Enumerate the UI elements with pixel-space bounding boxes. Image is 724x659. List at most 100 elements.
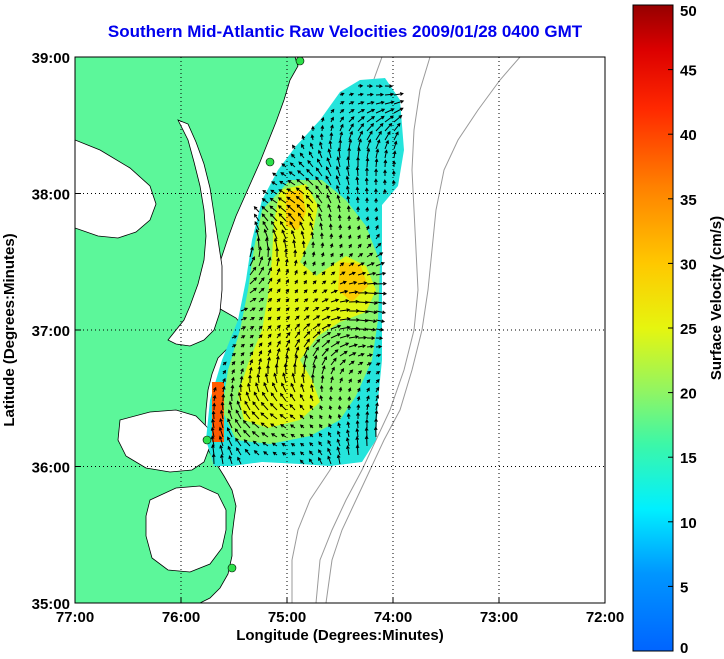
velocity-arrow <box>258 307 264 312</box>
velocity-arrow <box>270 392 278 402</box>
velocity-arrow <box>249 307 256 312</box>
velocity-arrow <box>348 252 354 258</box>
radar-station-marker <box>227 563 237 573</box>
y-axis: 39:00 38:00 37:00 36:00 35:00 <box>32 50 81 613</box>
velocity-arrow <box>258 342 263 348</box>
velocity-arrow <box>309 221 314 231</box>
velocity-arrow <box>301 143 305 150</box>
velocity-arrow <box>310 231 315 240</box>
x-tick-label: 75:00 <box>268 609 306 626</box>
velocity-arrow <box>249 266 257 276</box>
velocity-arrow <box>330 316 342 321</box>
velocity-arrow <box>339 116 344 123</box>
velocity-arrow <box>330 324 342 330</box>
velocity-arrow <box>336 194 341 204</box>
velocity-arrow <box>302 363 307 375</box>
velocity-arrow <box>330 124 334 132</box>
velocity-arrow <box>356 403 361 411</box>
velocity-arrow <box>299 404 305 411</box>
velocity-arrow <box>240 343 245 348</box>
velocity-arrow <box>264 372 269 384</box>
velocity-arrow <box>384 100 395 105</box>
velocity-arrow <box>289 403 296 411</box>
velocity-arrow <box>384 84 394 89</box>
velocity-arrow <box>338 139 343 150</box>
velocity-arrow <box>315 185 323 195</box>
velocity-arrow <box>357 387 361 393</box>
velocity-arrow <box>309 142 314 150</box>
velocity-arrow <box>231 335 238 339</box>
velocity-arrow <box>327 148 332 159</box>
velocity-arrow <box>249 326 255 330</box>
velocity-arrow <box>357 353 365 357</box>
velocity-arrow <box>277 197 287 204</box>
velocity-arrow <box>392 150 397 159</box>
velocity-arrow <box>339 262 345 267</box>
velocity-arrow <box>258 297 265 303</box>
velocity-arrow <box>375 84 383 89</box>
velocity-arrow <box>339 280 347 285</box>
velocity-arrow <box>329 385 334 393</box>
velocity-arrow <box>299 433 305 438</box>
velocity-arrow <box>347 146 352 159</box>
velocity-arrow <box>276 307 281 312</box>
velocity-arrow <box>321 261 325 267</box>
velocity-arrow <box>348 352 357 357</box>
velocity-arrow <box>240 335 246 339</box>
velocity-arrow <box>311 241 315 249</box>
velocity-arrow <box>269 205 278 213</box>
velocity-arrow <box>329 233 334 240</box>
velocity-arrow <box>365 216 370 222</box>
velocity-arrow <box>337 214 342 222</box>
velocity-arrow <box>227 445 233 456</box>
velocity-arrow <box>319 133 324 141</box>
velocity-arrow <box>303 298 309 303</box>
velocity-arrow <box>339 131 344 141</box>
velocity-arrow <box>375 362 381 366</box>
velocity-arrow <box>261 213 269 222</box>
velocity-arrow <box>365 157 370 168</box>
velocity-arrow <box>318 432 323 438</box>
velocity-arrow <box>312 338 321 348</box>
velocity-arrow <box>299 393 305 402</box>
velocity-arrow <box>312 298 319 303</box>
velocity-arrow <box>337 204 341 213</box>
velocity-arrow <box>366 262 375 267</box>
velocity-arrow <box>348 92 355 97</box>
velocity-arrow <box>212 402 217 411</box>
velocity-arrow <box>356 215 361 222</box>
velocity-arrow <box>321 315 331 321</box>
velocity-arrow <box>346 195 351 204</box>
velocity-arrow <box>348 101 355 105</box>
velocity-arrow <box>294 269 298 276</box>
velocity-arrow <box>249 359 253 366</box>
velocity-arrow <box>375 319 386 323</box>
velocity-arrow <box>249 351 254 357</box>
velocity-arrow <box>327 439 332 447</box>
velocity-arrow <box>366 130 373 141</box>
velocity-arrow <box>384 115 394 123</box>
velocity-arrow <box>384 122 393 132</box>
velocity-arrow <box>375 262 385 267</box>
velocity-arrow <box>213 386 217 393</box>
velocity-arrow <box>357 318 369 323</box>
velocity-arrow <box>220 453 224 465</box>
colorbar-tick-label: 25 <box>680 321 697 338</box>
velocity-arrow <box>336 454 341 465</box>
velocity-arrow <box>345 165 350 177</box>
velocity-arrow <box>326 194 332 204</box>
velocity-arrow <box>283 363 288 375</box>
y-tick-label: 38:00 <box>32 187 70 204</box>
velocity-arrow <box>228 400 233 411</box>
velocity-arrow <box>267 256 272 267</box>
velocity-arrow <box>228 455 233 465</box>
velocity-arrow <box>286 204 296 213</box>
velocity-arrow <box>269 213 278 222</box>
velocity-arrow <box>258 266 264 276</box>
velocity-arrow <box>279 403 287 411</box>
velocity-arrow <box>298 161 305 168</box>
velocity-arrow <box>337 430 341 438</box>
velocity-arrow <box>211 444 215 456</box>
velocity-arrow <box>261 198 269 204</box>
velocity-arrow <box>321 356 327 366</box>
